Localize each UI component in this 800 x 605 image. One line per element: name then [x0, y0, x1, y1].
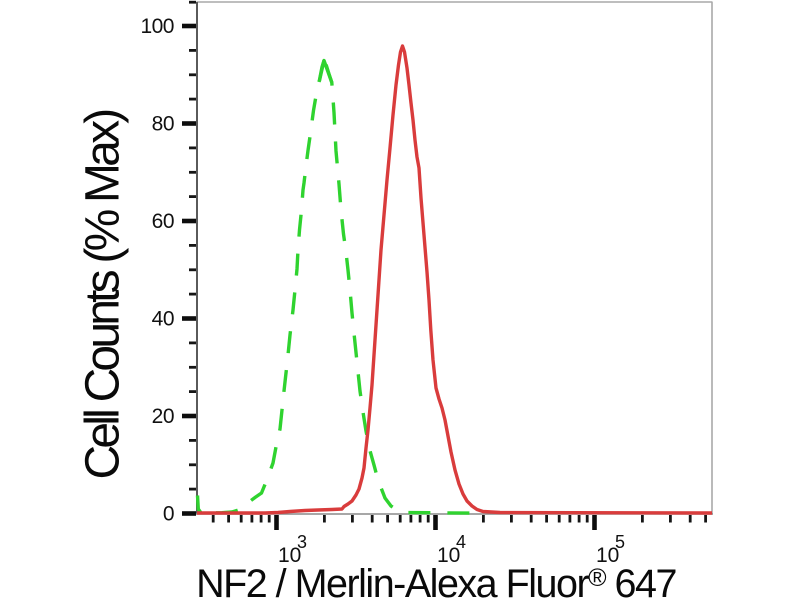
svg-text:80: 80	[152, 113, 174, 136]
svg-text:5: 5	[615, 532, 625, 552]
svg-text:10: 10	[278, 544, 301, 567]
svg-text:10: 10	[437, 544, 460, 567]
svg-text:60: 60	[152, 210, 174, 233]
svg-text:4: 4	[456, 532, 466, 552]
svg-text:10: 10	[596, 544, 619, 567]
svg-text:NF2 / Merlin-Alexa Fluor® 647: NF2 / Merlin-Alexa Fluor® 647	[196, 562, 676, 600]
svg-text:3: 3	[297, 532, 307, 552]
svg-text:0: 0	[163, 503, 174, 526]
svg-text:100: 100	[140, 15, 174, 38]
svg-text:40: 40	[152, 308, 174, 331]
svg-text:20: 20	[152, 405, 174, 428]
svg-text:Cell Counts (% Max): Cell Counts (% Max)	[77, 110, 130, 480]
